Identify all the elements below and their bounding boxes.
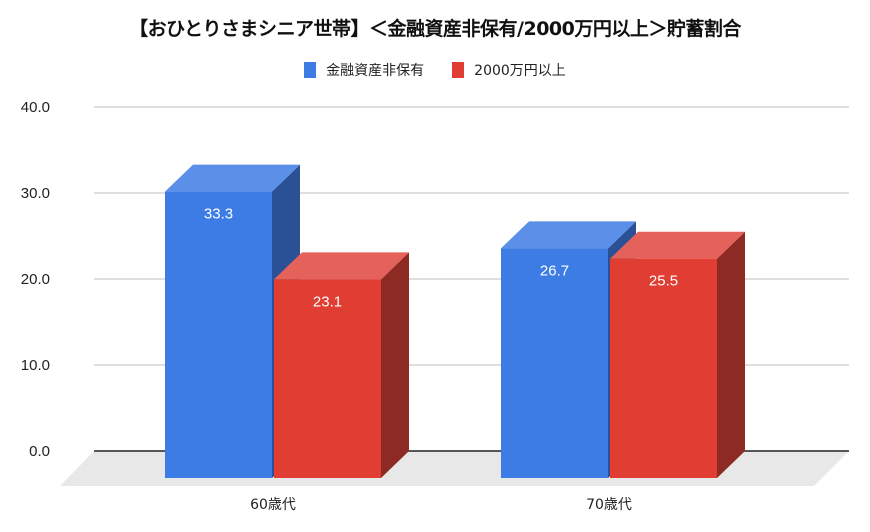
legend-label: 2000万円以上 xyxy=(474,63,566,79)
bar-top xyxy=(274,252,409,280)
legend-swatch-blue xyxy=(304,62,317,78)
data-label: 26.7 xyxy=(540,262,569,279)
bar-top xyxy=(165,164,300,192)
bar-top xyxy=(501,221,636,249)
bar-top xyxy=(610,231,745,259)
legend-item-20m-plus: 2000万円以上 xyxy=(452,60,566,80)
data-label: 33.3 xyxy=(204,206,233,223)
y-tick-label: 0.0 xyxy=(29,443,50,460)
bar-front xyxy=(274,279,381,478)
y-tick-label: 20.0 xyxy=(21,271,50,288)
data-label: 25.5 xyxy=(649,273,678,290)
x-category-label: 70歳代 xyxy=(586,497,632,513)
bar-side xyxy=(381,252,409,478)
chart-title: 【おひとりさまシニア世帯】＜金融資産非保有/2000万円以上＞貯蓄割合 xyxy=(129,18,741,40)
y-tick-label: 30.0 xyxy=(21,185,50,202)
bar-front xyxy=(165,191,272,478)
legend-swatch-red xyxy=(452,62,465,78)
y-tick-label: 10.0 xyxy=(21,357,50,374)
legend-item-no-assets: 金融資産非保有 xyxy=(304,60,424,80)
chart-legend: 金融資産非保有 2000万円以上 xyxy=(0,60,870,80)
bar-side xyxy=(717,231,745,478)
data-label: 23.1 xyxy=(313,293,342,310)
legend-label: 金融資産非保有 xyxy=(326,63,425,79)
y-tick-label: 40.0 xyxy=(21,99,50,116)
x-category-label: 60歳代 xyxy=(250,497,296,513)
bar-front xyxy=(610,258,717,478)
bar-front xyxy=(501,248,608,478)
